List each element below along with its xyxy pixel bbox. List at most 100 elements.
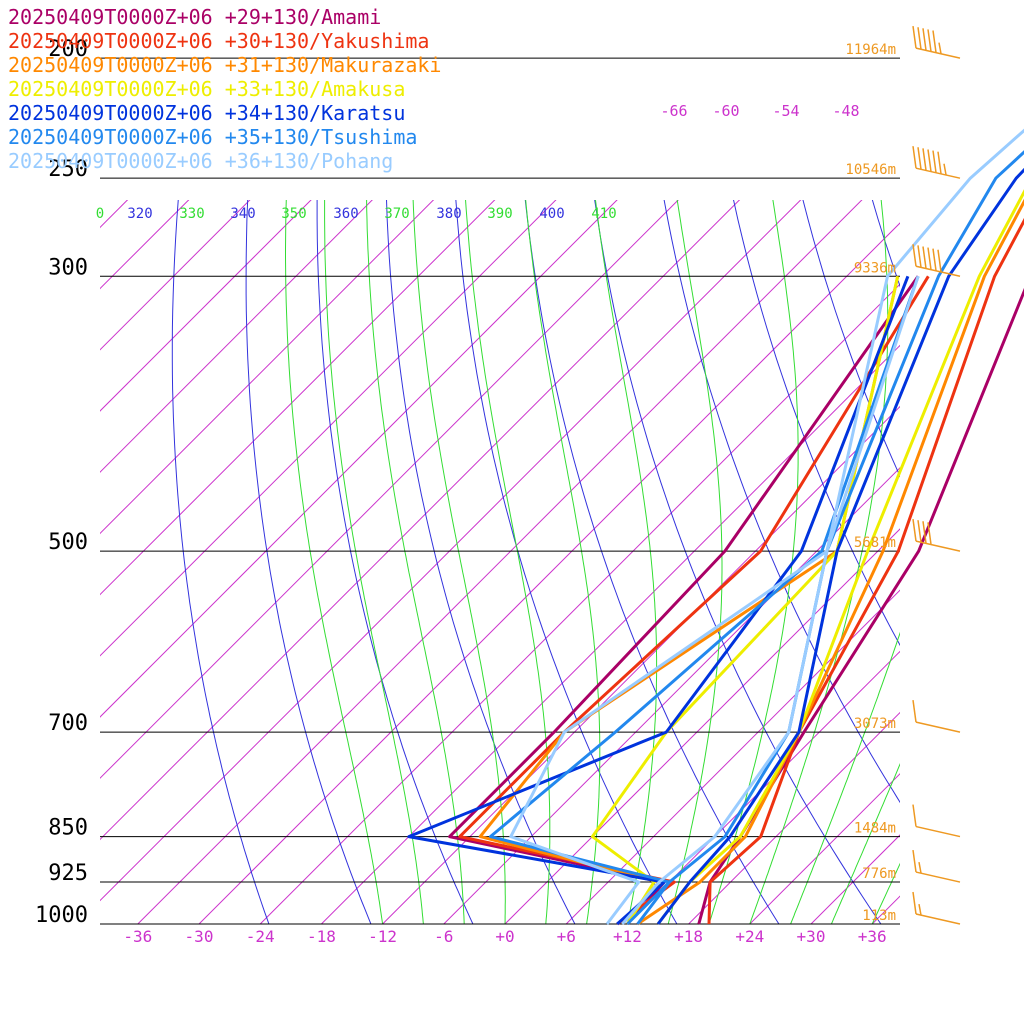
legend-entry: 20250409T0000Z+06 +35+130/Tsushima [8, 125, 417, 149]
isotherm-label: -60 [712, 102, 739, 120]
barb-flag [927, 522, 932, 545]
wind-barb [912, 26, 961, 59]
wind-barb [912, 804, 961, 838]
temperature-profile [656, 189, 1024, 925]
barb-flag [932, 30, 937, 53]
isotherm-line [382, 405, 900, 924]
pressure-label: 200 [48, 37, 88, 62]
temperature-tick: -30 [185, 927, 214, 946]
pressure-label: 500 [48, 530, 88, 555]
temperature-profile [656, 167, 1024, 925]
wind-barb [912, 146, 961, 179]
dry-adiabat [663, 200, 900, 804]
isotherm-line [100, 200, 496, 596]
temperature-profile [621, 128, 1024, 925]
dewpoint-profile [407, 275, 910, 926]
wind-barb [912, 891, 961, 925]
axis-labels: 10016211m15013731m20011964m25010546m3009… [35, 37, 896, 946]
temperature-tick: -24 [246, 927, 275, 946]
isotherm-line [100, 200, 557, 657]
barb-half [938, 42, 942, 54]
barb-flag [922, 521, 927, 544]
moist-adiabat [594, 200, 658, 924]
dry-adiabat [858, 0, 1024, 924]
wind-barb [912, 518, 961, 552]
wind-barb [912, 849, 961, 883]
barb-flag [917, 245, 922, 268]
legend-entry: 20250409T0000Z+06 +29+130/Amami [8, 5, 381, 29]
isotherm-line [100, 200, 373, 473]
pressure-label: 300 [48, 255, 88, 280]
isotherm-line [259, 283, 900, 924]
barb-flag [912, 891, 917, 915]
legend-entry: 20250409T0000Z+06 +34+130/Karatsu [8, 101, 405, 125]
legend-entry: 20250409T0000Z+06 +33+130/Amakusa [8, 77, 405, 101]
barb-flag [927, 247, 932, 270]
height-label: 113m [862, 908, 896, 924]
isotherm-line [933, 0, 1024, 924]
height-label: 3073m [854, 716, 896, 732]
barb-staff [915, 167, 961, 179]
theta-label: 380 [436, 206, 461, 222]
barb-flag [922, 148, 927, 171]
isotherm-line [100, 200, 618, 718]
barb-staff [915, 825, 961, 838]
theta-label: 370 [384, 206, 409, 222]
moist-adiabat [871, 862, 900, 924]
barb-flag [917, 520, 922, 543]
barb-flag [912, 146, 917, 169]
barb-flag [927, 149, 932, 172]
isotherm-label: -54 [772, 102, 799, 120]
barb-half [943, 163, 947, 175]
temperature-tick: +0 [495, 927, 514, 946]
pressure-label: 925 [48, 861, 88, 886]
moist-adiabat [525, 200, 601, 924]
legend: 20250409T0000Z+06 +29+130/Amami 20250409T… [8, 5, 441, 173]
temperature-tick: +36 [858, 927, 887, 946]
wind-barb [912, 244, 961, 277]
barb-flag [922, 28, 927, 51]
barb-flag [937, 249, 942, 272]
barb-flag [917, 147, 922, 170]
barb-flag [912, 849, 917, 873]
legend-entry: 20250409T0000Z+06 +36+130/Pohang [8, 149, 393, 173]
temperature-profile [636, 198, 1024, 926]
isotherm-line [100, 200, 251, 351]
isotherm-label: -48 [832, 102, 859, 120]
isotherm-line [100, 200, 312, 412]
barb-staff [915, 721, 961, 733]
dry-adiabat [524, 200, 780, 924]
temperature-tick: +30 [797, 927, 826, 946]
pressure-label: 250 [48, 157, 88, 182]
temperature-profile [636, 150, 1024, 925]
barb-half [918, 862, 922, 874]
isotherm-line [627, 650, 900, 924]
isotherm-line [443, 467, 900, 924]
isotherm-line [749, 773, 900, 924]
sounding-profiles [407, 128, 1024, 926]
isotherm-line [995, 0, 1024, 924]
isotherm-line [100, 200, 802, 902]
barb-staff [915, 265, 961, 277]
theta-label: 320 [127, 206, 152, 222]
isotherm-line [137, 200, 863, 924]
temperature-tick: +18 [674, 927, 703, 946]
wind-barbs [912, 26, 961, 925]
dry-adiabat [1017, 0, 1024, 924]
theta-label: 330 [179, 206, 204, 222]
height-label: 5681m [854, 535, 896, 551]
barb-flag [912, 700, 917, 723]
moist-adiabat [830, 763, 900, 924]
isotherm-line [100, 200, 435, 535]
barb-staff [915, 913, 961, 925]
theta-label: 0 [96, 206, 104, 222]
legend-entry: 20250409T0000Z+06 +31+130/Makurazaki [8, 53, 441, 77]
temperature-profile [697, 287, 1024, 925]
isotherm-line [688, 711, 900, 924]
temperature-tick: -12 [368, 927, 397, 946]
barb-flag [912, 804, 917, 827]
temperature-tick: -18 [307, 927, 336, 946]
temperature-profile [707, 217, 1024, 925]
barb-flag [922, 246, 927, 269]
